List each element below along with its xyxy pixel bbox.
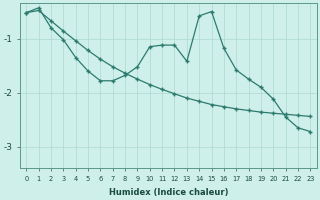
X-axis label: Humidex (Indice chaleur): Humidex (Indice chaleur) <box>108 188 228 197</box>
